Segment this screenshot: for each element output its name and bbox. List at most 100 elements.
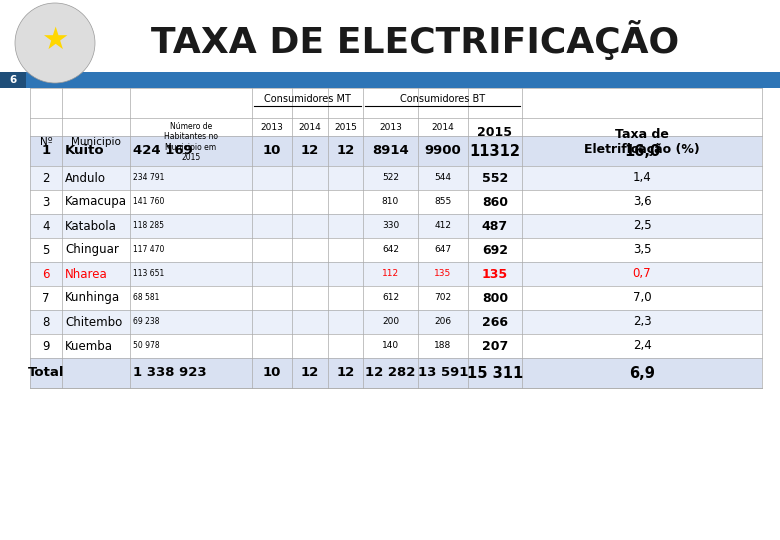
Text: 4: 4 <box>42 219 50 233</box>
Bar <box>30 166 762 190</box>
Text: 188: 188 <box>434 341 452 350</box>
Text: 11312: 11312 <box>470 144 520 159</box>
Bar <box>30 190 762 214</box>
Text: 266: 266 <box>482 315 508 328</box>
Text: 1 338 923: 1 338 923 <box>133 367 207 380</box>
Text: Municipio: Municipio <box>71 137 121 147</box>
Text: Consumidores BT: Consumidores BT <box>400 94 485 104</box>
Text: 10: 10 <box>263 367 281 380</box>
Text: Chitembo: Chitembo <box>65 315 122 328</box>
Text: 118 285: 118 285 <box>133 221 164 231</box>
Text: 135: 135 <box>482 267 508 280</box>
Text: 50 978: 50 978 <box>133 341 160 350</box>
Text: 7,0: 7,0 <box>633 292 651 305</box>
Text: 16,0: 16,0 <box>624 144 660 159</box>
Text: 15 311: 15 311 <box>467 366 523 381</box>
Text: 330: 330 <box>382 221 399 231</box>
Text: 7: 7 <box>42 292 50 305</box>
Text: 12: 12 <box>301 145 319 158</box>
Text: 140: 140 <box>382 341 399 350</box>
Bar <box>0 72 26 88</box>
Text: 0,7: 0,7 <box>633 267 651 280</box>
Text: 12 282: 12 282 <box>365 367 416 380</box>
Text: 8914: 8914 <box>372 145 409 158</box>
Text: ★: ★ <box>41 25 69 55</box>
Text: 69 238: 69 238 <box>133 318 159 327</box>
Bar <box>30 88 762 118</box>
Text: 135: 135 <box>434 269 452 279</box>
Text: 424 169: 424 169 <box>133 145 193 158</box>
Text: 2015: 2015 <box>477 126 512 139</box>
Text: 6: 6 <box>42 267 50 280</box>
Text: 692: 692 <box>482 244 508 256</box>
Text: 206: 206 <box>434 318 452 327</box>
Text: 68 581: 68 581 <box>133 294 159 302</box>
Text: 9: 9 <box>42 340 50 353</box>
Bar <box>30 286 762 310</box>
Text: 2: 2 <box>42 172 50 185</box>
Text: 234 791: 234 791 <box>133 173 165 183</box>
Text: 207: 207 <box>482 340 508 353</box>
Text: 800: 800 <box>482 292 508 305</box>
Bar <box>30 238 762 262</box>
Text: Kamacupa: Kamacupa <box>65 195 127 208</box>
Text: 200: 200 <box>382 318 399 327</box>
Text: 141 760: 141 760 <box>133 198 165 206</box>
Text: Chinguar: Chinguar <box>65 244 119 256</box>
Bar <box>0 72 780 88</box>
Text: Consumidores MT: Consumidores MT <box>264 94 351 104</box>
Text: 810: 810 <box>382 198 399 206</box>
Text: 10: 10 <box>263 145 281 158</box>
Text: 12: 12 <box>336 145 355 158</box>
Text: 2013: 2013 <box>379 123 402 132</box>
Text: Total: Total <box>28 367 64 380</box>
Text: 3,6: 3,6 <box>633 195 651 208</box>
Text: Nharea: Nharea <box>65 267 108 280</box>
Bar <box>30 310 762 334</box>
Text: Taxa de
Eletrificação (%): Taxa de Eletrificação (%) <box>584 127 700 157</box>
Bar <box>30 262 762 286</box>
Text: 1,4: 1,4 <box>633 172 651 185</box>
Text: 855: 855 <box>434 198 452 206</box>
Text: 2,5: 2,5 <box>633 219 651 233</box>
Bar <box>30 118 762 136</box>
Text: Kunhinga: Kunhinga <box>65 292 120 305</box>
Text: Número de
Habitantes no
Municipio em
2015: Número de Habitantes no Municipio em 201… <box>164 122 218 162</box>
Text: 647: 647 <box>434 246 452 254</box>
Text: 5: 5 <box>42 244 50 256</box>
Text: 2014: 2014 <box>299 123 321 132</box>
Bar <box>30 334 762 358</box>
Bar <box>30 136 762 166</box>
Text: 112: 112 <box>382 269 399 279</box>
Text: Andulo: Andulo <box>65 172 106 185</box>
Text: 8: 8 <box>42 315 50 328</box>
Text: 2,4: 2,4 <box>633 340 651 353</box>
Text: 612: 612 <box>382 294 399 302</box>
Text: 9900: 9900 <box>424 145 462 158</box>
Text: TAXA DE ELECTRIFICAÇÃO: TAXA DE ELECTRIFICAÇÃO <box>151 20 679 60</box>
Text: 487: 487 <box>482 219 508 233</box>
Text: 117 470: 117 470 <box>133 246 165 254</box>
Bar <box>30 214 762 238</box>
Text: 702: 702 <box>434 294 452 302</box>
Text: Nº: Nº <box>40 137 52 147</box>
Text: Katabola: Katabola <box>65 219 117 233</box>
Text: 552: 552 <box>482 172 508 185</box>
Text: 412: 412 <box>434 221 452 231</box>
Bar <box>30 358 762 388</box>
Text: 642: 642 <box>382 246 399 254</box>
Text: 12: 12 <box>336 367 355 380</box>
Text: 6: 6 <box>9 75 16 85</box>
Text: 113 651: 113 651 <box>133 269 165 279</box>
Text: 3: 3 <box>42 195 50 208</box>
Text: 3,5: 3,5 <box>633 244 651 256</box>
Text: 2,3: 2,3 <box>633 315 651 328</box>
Text: 860: 860 <box>482 195 508 208</box>
Text: 2014: 2014 <box>431 123 455 132</box>
Text: 13 591: 13 591 <box>418 367 468 380</box>
Text: Kuito: Kuito <box>65 145 105 158</box>
Text: Kuemba: Kuemba <box>65 340 113 353</box>
Circle shape <box>15 3 95 83</box>
Text: 522: 522 <box>382 173 399 183</box>
Text: 12: 12 <box>301 367 319 380</box>
